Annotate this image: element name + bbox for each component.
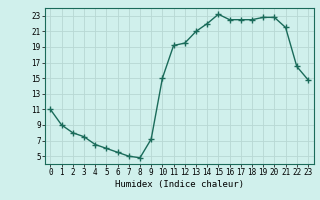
- X-axis label: Humidex (Indice chaleur): Humidex (Indice chaleur): [115, 180, 244, 189]
